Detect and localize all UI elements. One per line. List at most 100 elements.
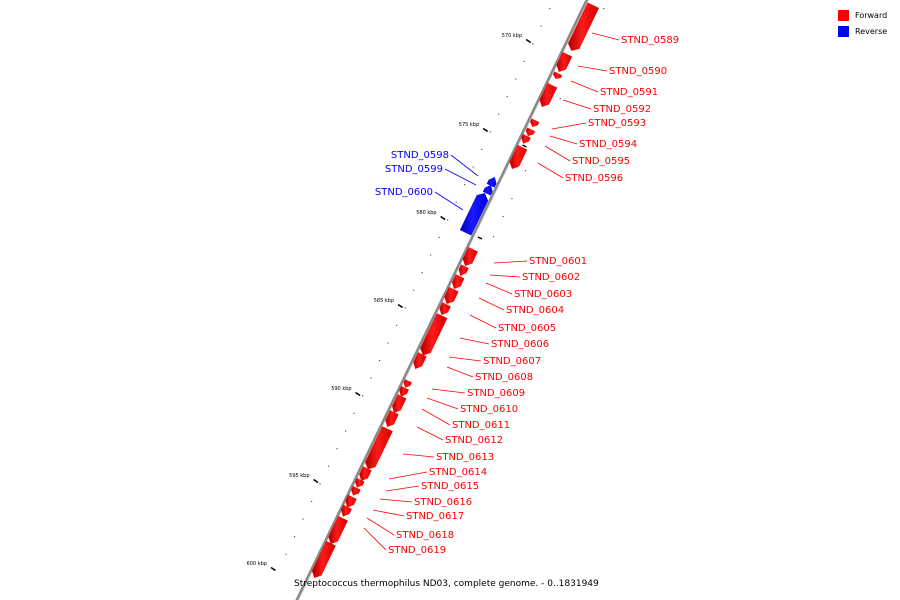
gene-label-stnd_0611[interactable]: STND_0611 [452, 420, 510, 431]
gene-arrow-stnd_0614[interactable] [354, 477, 365, 488]
gene-label-stnd_0596[interactable]: STND_0596 [565, 173, 623, 184]
gene-arrow-stnd_0601[interactable] [462, 246, 478, 266]
gene-arrow-stnd_0610[interactable] [392, 394, 407, 414]
gene-leader-line [469, 314, 497, 329]
gene-arrow-stnd_0616[interactable] [345, 494, 357, 508]
minor-tick-dot [396, 324, 398, 326]
gene-leader-line [537, 162, 564, 179]
gene-leader-line [426, 397, 459, 410]
gene-label-stnd_0605[interactable]: STND_0605 [498, 323, 556, 334]
gene-leader-line [388, 471, 428, 480]
gene-arrow-stnd_0603[interactable] [451, 274, 465, 290]
gene-leader-line [448, 356, 482, 362]
legend-item-forward[interactable]: Forward [838, 9, 900, 22]
gene-label-stnd_0616[interactable]: STND_0616 [414, 497, 472, 508]
gene-arrow-stnd_0615[interactable] [351, 485, 361, 496]
gene-arrow-stnd_0605[interactable] [439, 302, 451, 316]
boundary-tick [522, 144, 527, 148]
gene-arrow-stnd_0591[interactable] [553, 71, 563, 79]
minor-tick-dot [285, 553, 287, 555]
gene-arrow-stnd_0609[interactable] [399, 385, 409, 397]
minor-tick-dot [540, 25, 542, 27]
gene-label-stnd_0601[interactable]: STND_0601 [529, 256, 587, 267]
gene-label-stnd_0593[interactable]: STND_0593 [588, 118, 646, 129]
gene-label-stnd_0612[interactable]: STND_0612 [445, 435, 503, 446]
genome-backbone [295, 0, 589, 600]
minor-tick-dot [310, 500, 313, 502]
gene-label-stnd_0589[interactable]: STND_0589 [621, 35, 679, 46]
gene-label-stnd_0606[interactable]: STND_0606 [491, 339, 549, 350]
gene-arrow-stnd_0598[interactable] [486, 176, 497, 188]
minor-tick-dot [413, 289, 415, 291]
gene-label-stnd_0591[interactable]: STND_0591 [600, 87, 658, 98]
gene-arrow-stnd_0595[interactable] [521, 133, 531, 144]
gene-label-stnd_0619[interactable]: STND_0619 [388, 545, 446, 556]
gene-label-stnd_0592[interactable]: STND_0592 [593, 104, 651, 115]
gene-arrow-stnd_0600[interactable] [459, 193, 489, 236]
gene-arrow-stnd_0592[interactable] [539, 82, 558, 107]
tick-mark [355, 391, 361, 397]
legend: Forward Reverse [838, 9, 900, 41]
minor-tick-dot [353, 412, 355, 414]
minor-tick-dot [532, 43, 534, 45]
gene-leader-line [478, 297, 505, 311]
minor-tick-dot [506, 96, 508, 98]
gene-label-stnd_0604[interactable]: STND_0604 [506, 305, 564, 316]
minor-tick-dot [361, 395, 364, 397]
tick-label: 570 kbp [502, 33, 522, 39]
gene-label-stnd_0599[interactable]: STND_0599 [385, 164, 443, 175]
legend-item-reverse[interactable]: Reverse [838, 25, 900, 38]
gene-leader-line [416, 426, 444, 441]
gene-label-stnd_0602[interactable]: STND_0602 [522, 272, 580, 283]
gene-label-stnd_0618[interactable]: STND_0618 [396, 530, 454, 541]
gene-arrow-stnd_0606[interactable] [420, 313, 448, 356]
minor-tick-dot [319, 483, 321, 485]
minor-tick-dot [293, 536, 296, 538]
gene-label-stnd_0614[interactable]: STND_0614 [429, 467, 487, 478]
gene-arrow-stnd_0590[interactable] [556, 51, 573, 72]
gene-leader-line [562, 99, 592, 110]
gene-arrow-stnd_0613[interactable] [359, 466, 372, 482]
gene-label-stnd_0598[interactable]: STND_0598 [391, 150, 449, 161]
minor-tick-dot [492, 236, 495, 238]
gene-label-stnd_0595[interactable]: STND_0595 [572, 156, 630, 167]
gene-arrow-stnd_0599[interactable] [482, 184, 493, 196]
minor-tick-dot [404, 307, 406, 309]
gene-arrow-stnd_0607[interactable] [413, 352, 427, 370]
gene-label-stnd_0600[interactable]: STND_0600 [375, 187, 433, 198]
tick-mark [440, 215, 446, 221]
gene-label-stnd_0590[interactable]: STND_0590 [609, 66, 667, 77]
gene-arrow-stnd_0611[interactable] [385, 410, 399, 428]
gene-leader-line [577, 65, 608, 72]
gene-leader-line [591, 32, 620, 41]
gene-label-stnd_0609[interactable]: STND_0609 [467, 388, 525, 399]
gene-arrow-stnd_0604[interactable] [444, 286, 459, 304]
minor-tick-dot [498, 113, 500, 115]
gene-label-stnd_0615[interactable]: STND_0615 [421, 481, 479, 492]
minor-tick-dot [336, 448, 338, 450]
gene-label-stnd_0603[interactable]: STND_0603 [514, 289, 572, 300]
gene-label-stnd_0594[interactable]: STND_0594 [579, 139, 637, 150]
gene-arrow-stnd_0612[interactable] [364, 426, 393, 470]
minor-tick-dot [379, 360, 381, 362]
gene-arrow-stnd_0589[interactable] [567, 2, 600, 51]
gene-arrow-stnd_0593[interactable] [530, 118, 540, 127]
gene-arrow-stnd_0602[interactable] [458, 264, 469, 277]
gene-label-stnd_0617[interactable]: STND_0617 [406, 511, 464, 522]
minor-tick-dot [327, 465, 330, 467]
gene-label-stnd_0607[interactable]: STND_0607 [483, 356, 541, 367]
gene-arrow-stnd_0619[interactable] [311, 540, 336, 578]
gene-leader-line [363, 527, 387, 551]
gene-arrow-stnd_0596[interactable] [509, 144, 528, 169]
gene-arrow-stnd_0618[interactable] [328, 515, 348, 544]
minor-tick-dot [481, 148, 483, 150]
gene-arrow-stnd_0617[interactable] [340, 504, 352, 517]
minor-tick-dot [549, 8, 551, 10]
gene-label-stnd_0613[interactable]: STND_0613 [436, 452, 494, 463]
gene-leader-line [549, 135, 578, 145]
gene-leader-line [421, 408, 451, 426]
gene-arrow-stnd_0608[interactable] [403, 379, 412, 388]
gene-label-stnd_0608[interactable]: STND_0608 [475, 372, 533, 383]
gene-label-stnd_0610[interactable]: STND_0610 [460, 404, 518, 415]
gene-arrow-stnd_0594[interactable] [525, 127, 535, 136]
